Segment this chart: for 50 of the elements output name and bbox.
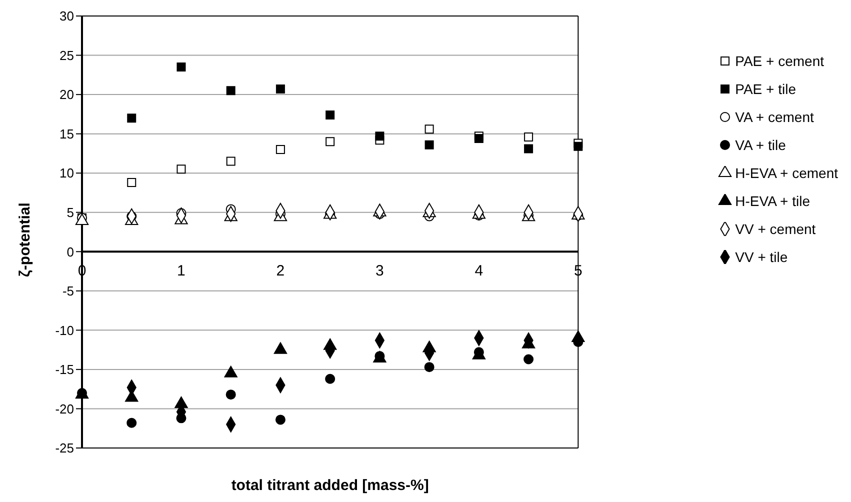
point [127,114,136,123]
x-tick-label: 3 [376,262,384,280]
y-tick-label: 25 [60,48,74,63]
point [524,144,534,154]
x-axis-title: total titrant added [mass-%] [231,477,429,494]
point [572,330,585,342]
point [326,110,335,120]
x-tick-label: 4 [474,262,484,280]
x-tick-label: 2 [276,262,285,280]
point [226,86,236,96]
point [474,134,484,144]
point [276,84,285,94]
legend-label: H-EVA + cement [735,165,838,181]
point [126,418,137,428]
y-tick-label: -10 [55,322,74,338]
y-tick-label: 20 [60,87,74,102]
y-tick-label: 15 [60,126,74,142]
point [176,164,186,174]
point [375,132,384,141]
point [275,414,286,425]
point [276,145,285,154]
point [524,132,534,142]
y-tick-label: -20 [55,401,74,416]
legend-label: VV + tile [735,249,788,265]
legend-label: VA + tile [735,137,786,153]
y-tick-label: 30 [60,8,74,24]
y-tick-label: 10 [60,166,74,181]
point [574,142,583,151]
point [325,374,336,384]
legend-label: PAE + tile [735,81,796,97]
point [127,178,136,188]
legend-label: VV + cement [735,221,816,237]
point [176,62,186,72]
legend-label: H-EVA + tile [735,193,810,209]
point [424,124,434,134]
y-tick-label: 0 [66,244,74,260]
y-tick-label: -15 [55,362,74,378]
point [226,390,236,400]
point [424,140,434,150]
legend-label: PAE + cement [735,53,824,69]
point [424,362,434,372]
legend-label: VA + cement [735,109,814,125]
point [326,137,335,146]
y-tick-label: 5 [66,204,74,220]
point [226,156,236,166]
y-tick-label: -25 [55,440,74,456]
y-axis-title: ζ-potential [16,202,34,277]
y-tick-label: -5 [62,284,74,299]
point [524,354,534,364]
x-tick-label: 1 [177,262,186,280]
